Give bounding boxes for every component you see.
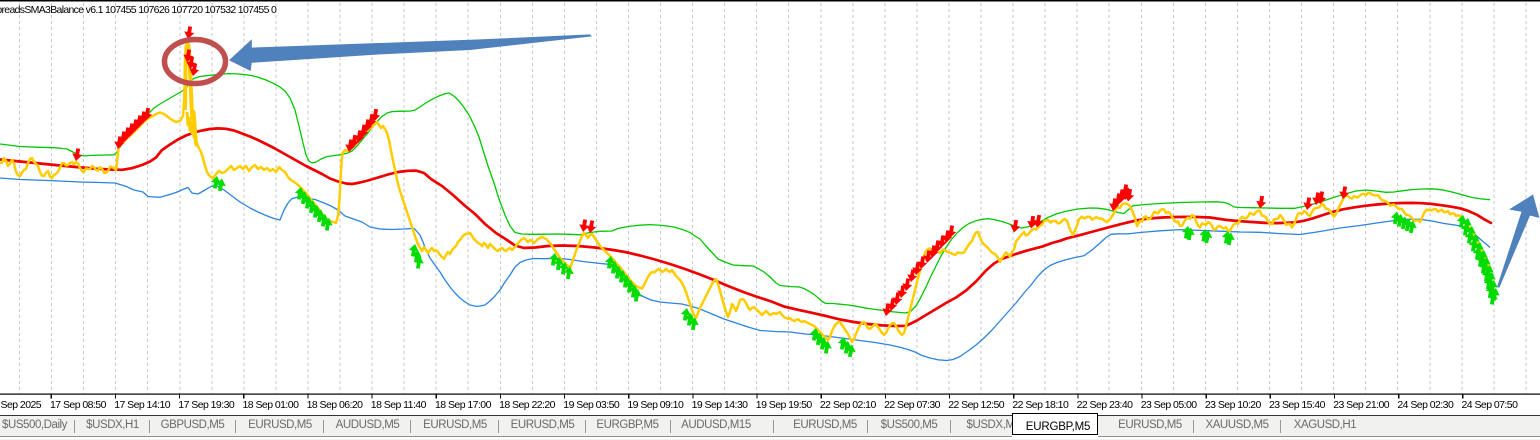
svg-text:23 Sep 10:20: 23 Sep 10:20 — [1205, 399, 1262, 411]
svg-text:23 Sep 21:00: 23 Sep 21:00 — [1333, 399, 1390, 411]
svg-text:23 Sep 15:40: 23 Sep 15:40 — [1269, 399, 1326, 411]
svg-text:18 Sep 11:40: 18 Sep 11:40 — [371, 399, 427, 411]
svg-text:19 Sep 09:10: 19 Sep 09:10 — [627, 399, 684, 411]
svg-text:17 Sep 08:50: 17 Sep 08:50 — [50, 399, 107, 411]
svg-text:18 Sep 22:20: 18 Sep 22:20 — [499, 399, 556, 411]
svg-text:24 Sep 02:30: 24 Sep 02:30 — [1397, 399, 1454, 411]
svg-text:18 Sep 17:00: 18 Sep 17:00 — [435, 399, 492, 411]
svg-text:22 Sep 18:10: 22 Sep 18:10 — [1012, 399, 1069, 411]
svg-text:19 Sep 03:50: 19 Sep 03:50 — [563, 399, 620, 411]
svg-text:24 Sep 07:50: 24 Sep 07:50 — [1462, 399, 1519, 411]
svg-text:18 Sep 01:00: 18 Sep 01:00 — [243, 399, 300, 411]
svg-text:22 Sep 07:30: 22 Sep 07:30 — [884, 399, 941, 411]
svg-text:23 Sep 05:00: 23 Sep 05:00 — [1141, 399, 1198, 411]
svg-text:19 Sep 19:50: 19 Sep 19:50 — [756, 399, 813, 411]
svg-text:17 Sep 19:30: 17 Sep 19:30 — [178, 399, 235, 411]
svg-text:Sep 2025: Sep 2025 — [1, 399, 42, 411]
svg-text:18 Sep 06:20: 18 Sep 06:20 — [307, 399, 364, 411]
svg-text:22 Sep 23:40: 22 Sep 23:40 — [1077, 399, 1134, 411]
svg-text:17 Sep 14:10: 17 Sep 14:10 — [114, 399, 171, 411]
svg-text:19 Sep 14:30: 19 Sep 14:30 — [692, 399, 749, 411]
svg-text:22 Sep 02:10: 22 Sep 02:10 — [820, 399, 877, 411]
svg-text:SpreadsSMA3Balance v6.1 1074: SpreadsSMA3Balance v6.1 107455 107626 10… — [0, 4, 277, 16]
svg-text:22 Sep 12:50: 22 Sep 12:50 — [948, 399, 1005, 411]
